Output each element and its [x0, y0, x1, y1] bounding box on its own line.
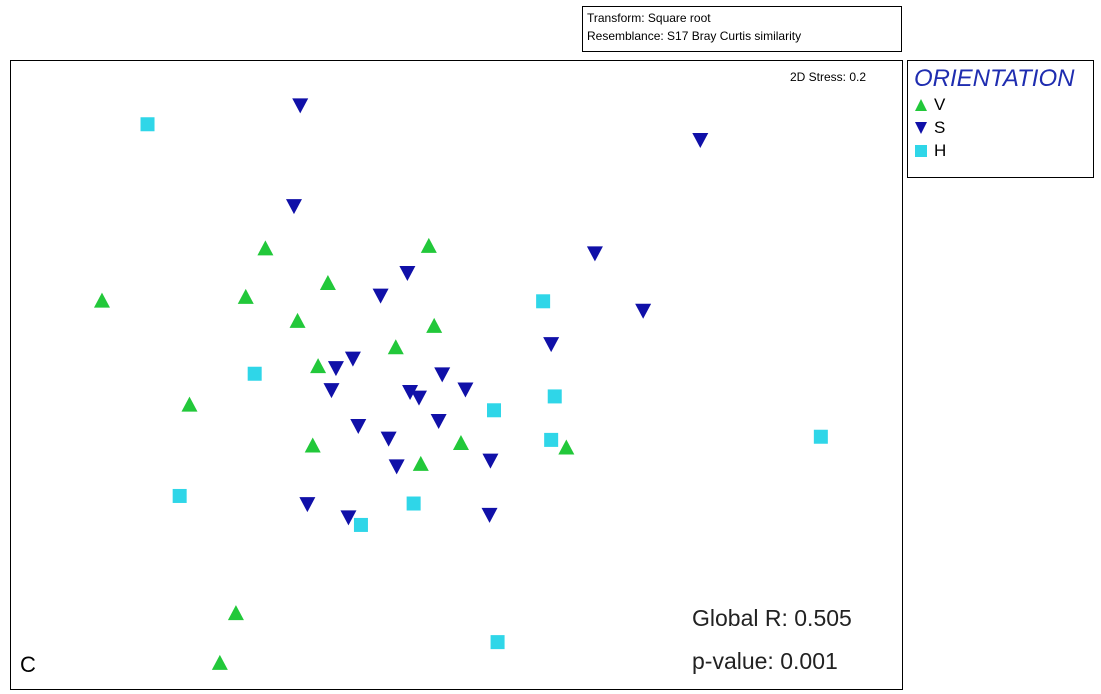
point-v-1 — [181, 396, 198, 412]
series-v — [93, 237, 575, 670]
point-v-12 — [452, 435, 469, 451]
point-s-17 — [380, 431, 397, 447]
point-v-2 — [257, 240, 274, 256]
point-s-1 — [692, 133, 709, 149]
point-v-15 — [211, 654, 228, 670]
transform-info-box: Transform: Square root Resemblance: S17 … — [582, 6, 902, 52]
point-v-4 — [289, 312, 306, 328]
plot-frame — [10, 60, 903, 690]
point-v-11 — [412, 455, 429, 471]
triangle-up-icon — [915, 98, 927, 111]
point-s-12 — [402, 385, 419, 401]
point-s-6 — [635, 303, 652, 319]
series-s — [285, 98, 709, 526]
point-h-3 — [547, 389, 562, 404]
legend-title: ORIENTATION — [914, 65, 1075, 92]
point-h-9 — [353, 517, 368, 532]
transform-label: Transform: Square root — [587, 11, 711, 25]
point-h-1 — [536, 294, 551, 309]
point-s-16 — [430, 413, 447, 429]
point-h-5 — [544, 432, 559, 447]
point-s-14 — [457, 382, 474, 398]
point-s-8 — [344, 351, 361, 367]
legend-item-h: H — [914, 139, 1087, 162]
global-r-label: Global R: 0.505 — [692, 605, 852, 631]
point-v-10 — [304, 437, 321, 453]
point-s-4 — [399, 265, 416, 281]
point-v-6 — [420, 237, 437, 253]
point-s-9 — [327, 361, 344, 377]
point-s-13 — [410, 390, 427, 406]
triangle-down-icon — [915, 121, 927, 134]
point-s-7 — [543, 337, 560, 353]
legend: ORIENTATION V S H — [907, 60, 1094, 178]
point-h-2 — [247, 366, 262, 381]
point-s-2 — [285, 199, 302, 215]
point-v-3 — [237, 288, 254, 304]
point-s-15 — [350, 419, 367, 435]
point-s-21 — [340, 510, 357, 526]
p-value-label: p-value: 0.001 — [692, 648, 838, 674]
point-v-7 — [426, 317, 443, 333]
point-s-10 — [434, 367, 451, 383]
legend-label-h: H — [934, 141, 947, 160]
point-s-22 — [481, 507, 498, 523]
point-h-6 — [813, 429, 828, 444]
point-v-13 — [558, 439, 575, 455]
point-s-0 — [292, 98, 309, 114]
point-v-8 — [310, 358, 327, 374]
square-icon — [915, 144, 927, 157]
legend-label-s: S — [934, 118, 946, 137]
point-h-10 — [490, 635, 505, 650]
point-h-4 — [487, 403, 502, 418]
point-s-18 — [388, 459, 405, 475]
point-v-14 — [227, 605, 244, 621]
legend-item-v: V — [914, 93, 1087, 116]
point-s-20 — [299, 497, 316, 513]
point-v-9 — [387, 339, 404, 355]
point-h-7 — [172, 488, 187, 503]
point-v-5 — [319, 275, 336, 291]
point-s-19 — [482, 453, 499, 469]
legend-label-v: V — [934, 95, 946, 114]
legend-item-s: S — [914, 116, 1087, 139]
point-v-0 — [93, 292, 110, 308]
series-h — [140, 117, 828, 650]
point-h-0 — [140, 117, 155, 132]
point-h-8 — [406, 496, 421, 511]
point-s-5 — [372, 288, 389, 304]
point-s-11 — [323, 383, 340, 399]
panel-letter: C — [20, 652, 36, 677]
point-s-3 — [586, 246, 603, 262]
stress-label: 2D Stress: 0.2 — [790, 70, 867, 84]
resemblance-label: Resemblance: S17 Bray Curtis similarity — [587, 29, 802, 43]
